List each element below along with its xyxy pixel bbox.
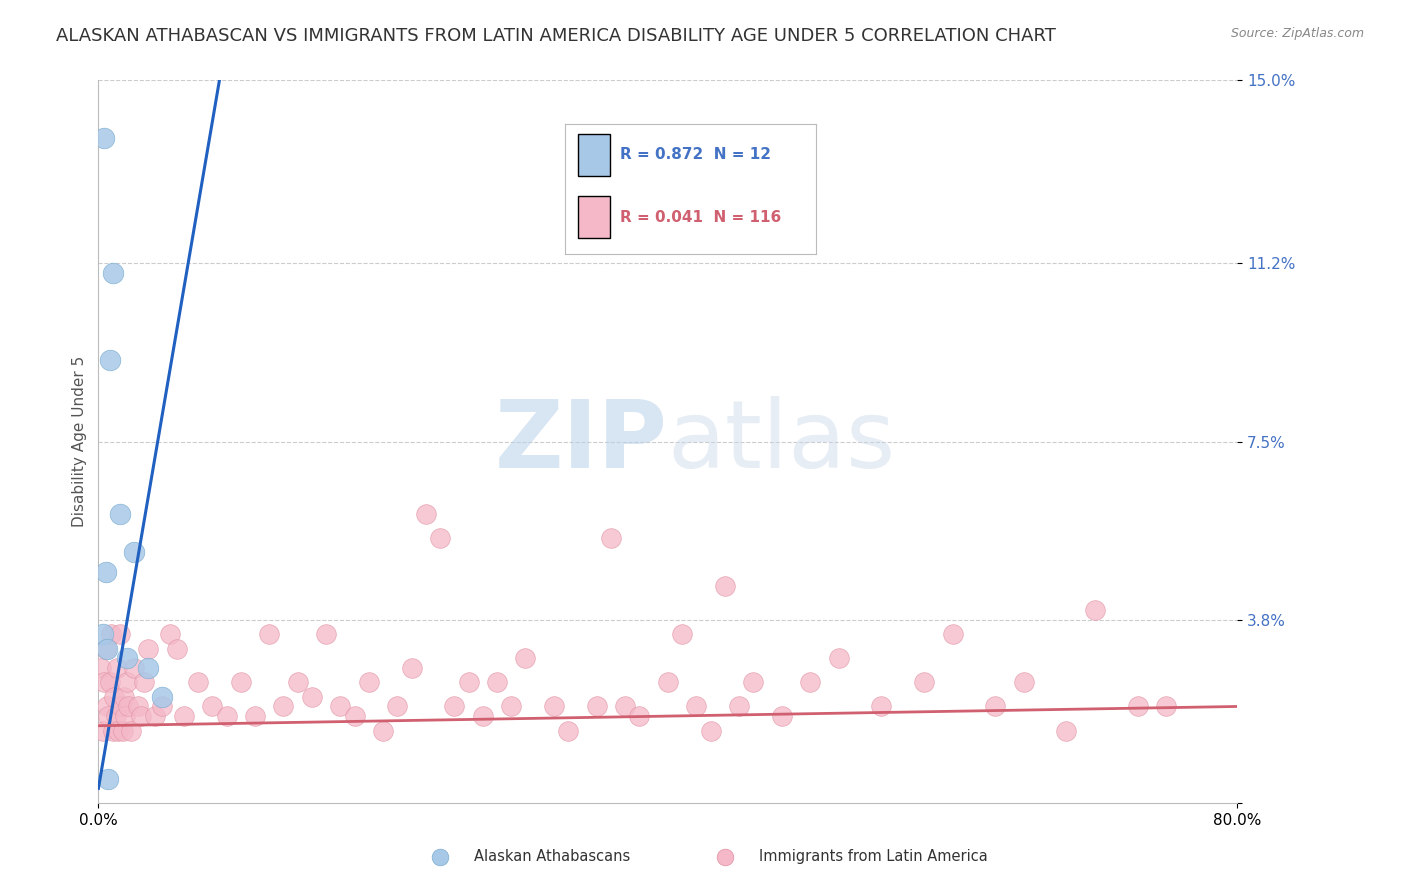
Text: Source: ZipAtlas.com: Source: ZipAtlas.com <box>1230 27 1364 40</box>
Point <box>714 579 737 593</box>
Point <box>132 675 155 690</box>
Point <box>166 641 188 656</box>
Point <box>1154 699 1177 714</box>
Point <box>357 675 380 690</box>
Point <box>122 661 145 675</box>
Point <box>287 675 309 690</box>
Point <box>120 723 142 738</box>
Point <box>152 699 174 714</box>
Point <box>111 723 134 738</box>
Point <box>942 627 965 641</box>
Text: ALASKAN ATHABASCAN VS IMMIGRANTS FROM LATIN AMERICA DISABILITY AGE UNDER 5 CORRE: ALASKAN ATHABASCAN VS IMMIGRANTS FROM LA… <box>56 27 1056 45</box>
Point <box>1126 699 1149 714</box>
Point <box>127 699 149 714</box>
Point <box>429 531 451 545</box>
Point <box>96 699 118 714</box>
Point <box>984 699 1007 714</box>
Point <box>486 675 509 690</box>
Point <box>770 709 793 723</box>
Point <box>97 772 120 786</box>
Point <box>585 699 607 714</box>
Point <box>671 627 693 641</box>
Point <box>187 675 209 690</box>
Text: ZIP: ZIP <box>495 395 668 488</box>
Point <box>115 675 138 690</box>
Text: Alaskan Athabascans: Alaskan Athabascans <box>474 849 630 864</box>
Point <box>91 723 114 738</box>
Point <box>1084 603 1107 617</box>
Point <box>201 699 224 714</box>
Point <box>343 709 366 723</box>
Point <box>600 531 623 545</box>
Point <box>152 690 174 704</box>
Point <box>108 507 131 521</box>
Point <box>104 709 127 723</box>
Point <box>259 627 281 641</box>
Point <box>912 675 935 690</box>
Point <box>329 699 352 714</box>
Point <box>90 661 112 675</box>
Point <box>229 675 252 690</box>
Point <box>401 661 423 675</box>
Point <box>98 675 121 690</box>
Point <box>101 266 124 280</box>
Point <box>91 627 114 641</box>
Point <box>415 507 437 521</box>
Point <box>94 565 117 579</box>
Point <box>105 661 128 675</box>
Point <box>215 709 238 723</box>
Point <box>96 641 118 656</box>
Point <box>728 699 751 714</box>
Point <box>870 699 893 714</box>
Point <box>828 651 851 665</box>
Point <box>108 627 131 641</box>
Point <box>614 699 637 714</box>
Point <box>628 709 651 723</box>
Point <box>557 723 579 738</box>
Point <box>699 723 721 738</box>
Point <box>112 690 135 704</box>
Point <box>173 709 195 723</box>
Point <box>742 675 765 690</box>
Point <box>98 352 121 367</box>
Point <box>97 709 120 723</box>
Point <box>93 131 115 145</box>
Point <box>94 641 117 656</box>
Point <box>159 627 181 641</box>
Point <box>136 641 159 656</box>
Point <box>685 699 707 714</box>
Point <box>136 661 159 675</box>
Point <box>443 699 465 714</box>
Point <box>93 675 115 690</box>
Point <box>457 675 479 690</box>
Point <box>543 699 565 714</box>
Point <box>115 651 138 665</box>
Text: Immigrants from Latin America: Immigrants from Latin America <box>759 849 987 864</box>
Point <box>129 709 152 723</box>
Point <box>103 690 125 704</box>
Point <box>273 699 295 714</box>
Point <box>315 627 337 641</box>
Point <box>515 651 537 665</box>
Point <box>122 545 145 559</box>
Point <box>1056 723 1078 738</box>
Point <box>117 699 139 714</box>
Point <box>107 723 129 738</box>
Point <box>110 699 132 714</box>
Point <box>114 709 136 723</box>
Point <box>1012 675 1035 690</box>
Point <box>471 709 494 723</box>
Point <box>371 723 394 738</box>
Point <box>243 709 266 723</box>
Point <box>101 723 124 738</box>
Point <box>387 699 409 714</box>
Point <box>657 675 679 690</box>
Point <box>100 627 122 641</box>
Y-axis label: Disability Age Under 5: Disability Age Under 5 <box>72 356 87 527</box>
Point <box>501 699 523 714</box>
Point <box>799 675 821 690</box>
Text: atlas: atlas <box>668 395 896 488</box>
Point <box>145 709 167 723</box>
Point <box>301 690 323 704</box>
